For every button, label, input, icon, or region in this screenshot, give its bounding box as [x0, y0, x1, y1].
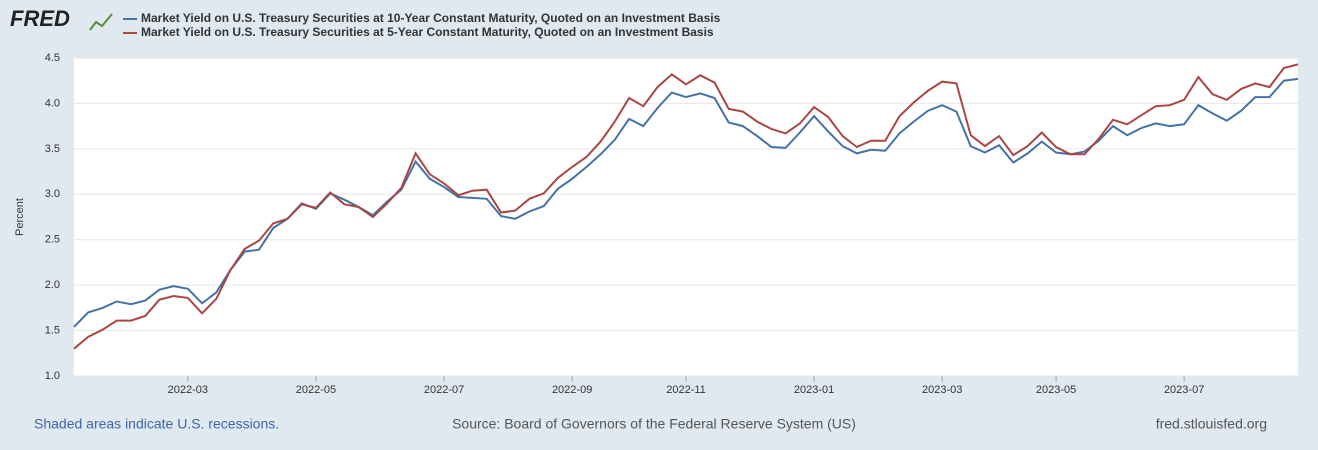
x-tick-label: 2023-07: [1164, 384, 1204, 396]
brand-logo: FRED: [10, 6, 70, 31]
x-tick-label: 2023-01: [794, 384, 834, 396]
x-tick-label: 2023-05: [1036, 384, 1076, 396]
legend-label: Market Yield on U.S. Treasury Securities…: [141, 25, 714, 39]
y-tick-label: 1.0: [45, 370, 60, 382]
y-tick-label: 1.5: [45, 324, 60, 336]
y-tick-label: 4.0: [45, 97, 60, 109]
logo-icon: [89, 13, 113, 31]
plot-area: [74, 58, 1298, 376]
y-tick-label: 2.5: [45, 234, 60, 246]
x-tick-label: 2022-05: [296, 384, 336, 396]
footer-left[interactable]: Shaded areas indicate U.S. recessions.: [34, 416, 279, 432]
series-line: [73, 63, 1299, 350]
y-tick-label: 2.0: [45, 279, 60, 291]
y-axis-label: Percent: [14, 198, 26, 236]
y-tick-label: 4.5: [45, 52, 60, 64]
footer-source: Source: Board of Governors of the Federa…: [452, 416, 856, 432]
footer-site: fred.stlouisfed.org: [1156, 416, 1267, 432]
x-tick-label: 2022-03: [168, 384, 208, 396]
x-tick-label: 2022-07: [424, 384, 464, 396]
x-tick-label: 2022-11: [666, 384, 706, 396]
legend-label: Market Yield on U.S. Treasury Securities…: [141, 11, 721, 25]
y-tick-label: 3.0: [45, 188, 60, 200]
y-tick-label: 3.5: [45, 143, 60, 155]
x-tick-label: 2022-09: [552, 384, 592, 396]
x-tick-label: 2023-03: [922, 384, 962, 396]
